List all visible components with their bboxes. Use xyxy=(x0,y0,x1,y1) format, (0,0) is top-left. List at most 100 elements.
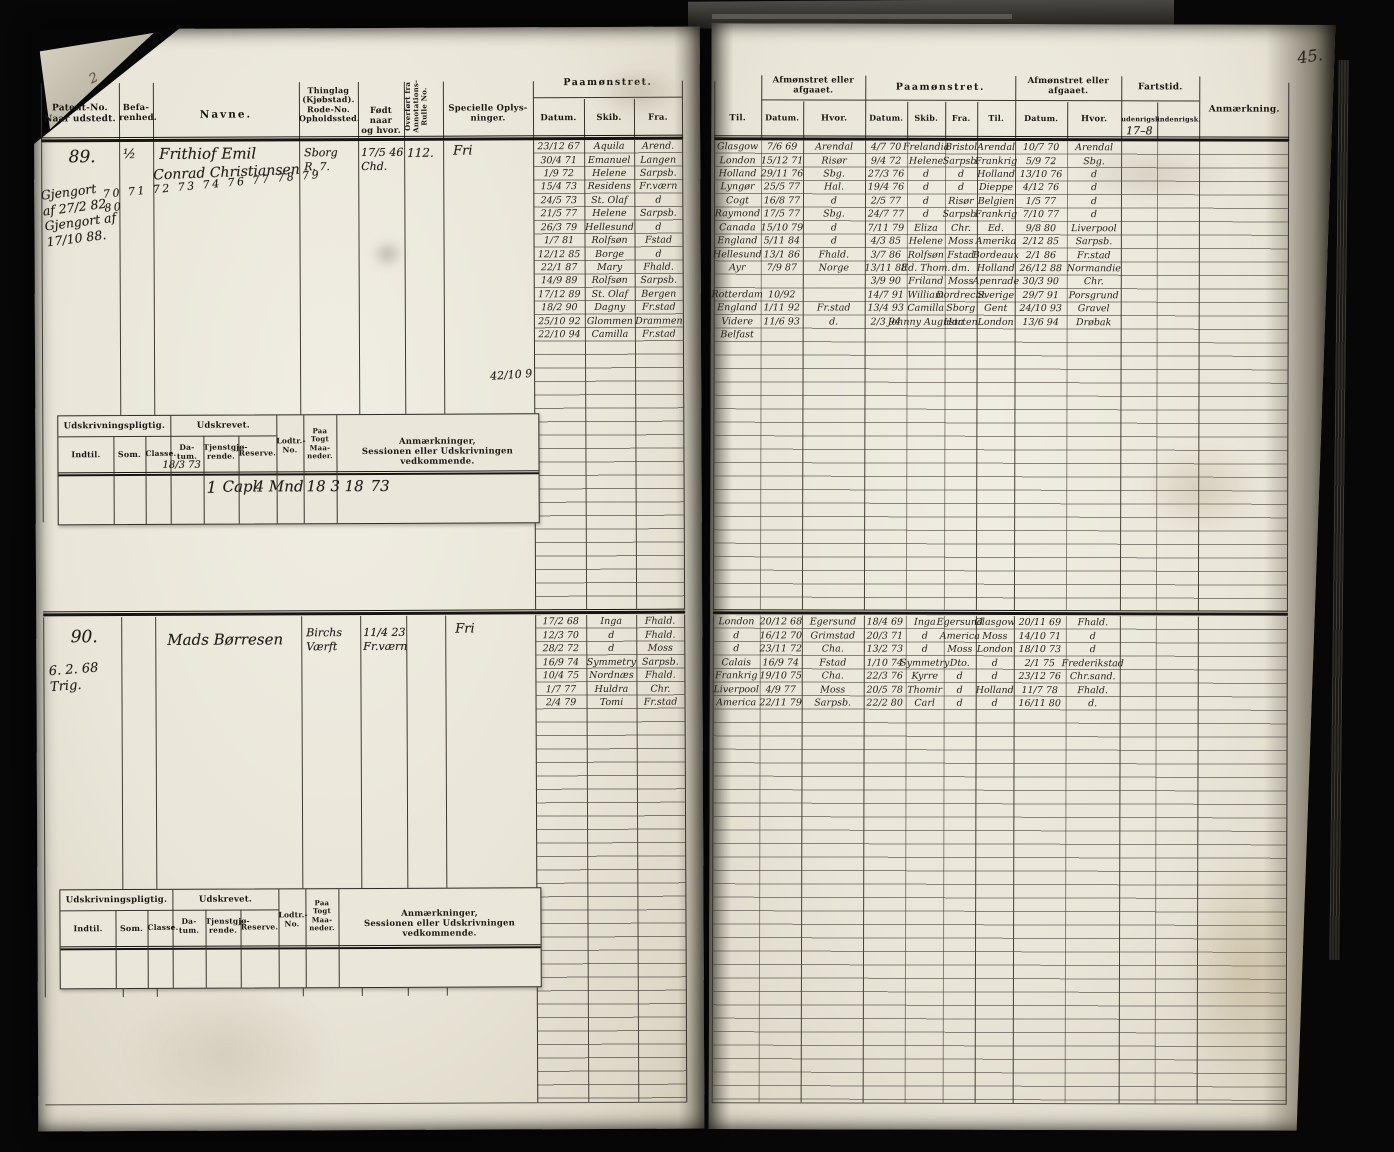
mustering-cell xyxy=(1156,643,1198,657)
mustering-cell xyxy=(1120,517,1156,531)
mustering-cell: 16/8 77 xyxy=(763,195,801,207)
mustering-cell xyxy=(536,831,587,845)
entry-stray-note: 42/10 9 xyxy=(489,366,533,383)
mustering-cell: Ayr xyxy=(729,262,746,274)
mustering-cell xyxy=(944,517,976,531)
mustering-cell xyxy=(637,723,685,737)
mustering-cell xyxy=(1199,209,1288,223)
mustering-cell: Rolfsøn xyxy=(591,275,628,287)
udskrivning-table: Udskrivningspligtig. Udskrevet. Indtil. … xyxy=(57,413,540,526)
mustering-row xyxy=(536,804,685,818)
mustering-row: 22/1 87 Mary Fhald. xyxy=(534,260,683,274)
mustering-row xyxy=(536,790,685,804)
mustering-cell xyxy=(864,463,906,477)
udskr-col-togt: Paa Togt Maa- neder. xyxy=(307,426,333,461)
mustering-cell: 10/92 xyxy=(768,289,796,301)
mustering-cell: Porsgrund xyxy=(1068,289,1119,302)
mustering-cell: Cogt xyxy=(726,195,749,207)
mustering-cell xyxy=(588,952,638,966)
mustering-cell xyxy=(1119,940,1155,954)
mustering-cell xyxy=(864,436,906,450)
mustering-cell xyxy=(760,409,802,423)
mustering-cell: Residens xyxy=(587,181,632,193)
mustering-cell: Sarpsb. xyxy=(942,155,980,167)
mustering-cell xyxy=(905,1048,943,1062)
mustering-cell xyxy=(863,1061,905,1075)
mustering-cell xyxy=(588,1033,638,1047)
mustering-cell xyxy=(1120,697,1156,711)
mustering-cell xyxy=(1067,369,1121,383)
mustering-row xyxy=(535,515,684,529)
mustering-cell xyxy=(534,462,585,476)
mustering-cell: 7/10 77 xyxy=(1022,209,1060,221)
mustering-cell: Holland xyxy=(975,684,1014,696)
stain xyxy=(593,66,684,118)
mustering-cell: d xyxy=(991,657,998,669)
mustering-cell xyxy=(712,1007,759,1021)
mustering-cell xyxy=(943,859,975,873)
mustering-cell xyxy=(863,967,905,981)
mustering-cell xyxy=(945,329,977,343)
mustering-row: 26/3 79 Hellesund d xyxy=(533,220,682,234)
mustering-cell xyxy=(1198,751,1287,765)
mustering-cell: Fhald. xyxy=(818,249,850,261)
mustering-cell xyxy=(637,871,685,885)
mustering-cell xyxy=(1013,1075,1065,1089)
mustering-cell: 17/5 77 xyxy=(763,208,801,220)
mustering-cell xyxy=(1065,927,1119,941)
mustering-cell xyxy=(1119,954,1155,968)
mustering-cell: Moss xyxy=(982,630,1008,642)
stain xyxy=(1179,854,1320,1094)
mustering-cell xyxy=(906,597,944,611)
mustering-cell: Sarpsb. xyxy=(1075,236,1113,248)
mustering-cell xyxy=(1155,778,1197,792)
mustering-cell xyxy=(1120,437,1156,451)
mustering-cell xyxy=(1119,1035,1155,1049)
mustering-cell xyxy=(864,570,906,584)
mustering-cell xyxy=(585,395,635,409)
mustering-row xyxy=(534,395,683,409)
mustering-cell xyxy=(1065,1008,1119,1022)
mustering-cell xyxy=(586,475,636,489)
col-header-hvor: Hvor. xyxy=(1081,114,1108,125)
mustering-cell xyxy=(1199,262,1288,276)
mustering-cell xyxy=(1120,383,1156,397)
mustering-cell xyxy=(801,1074,863,1088)
mustering-cell xyxy=(975,994,1013,1008)
mustering-cell xyxy=(1156,584,1198,598)
mustering-cell xyxy=(1066,597,1120,611)
mustering-cell xyxy=(864,543,906,557)
mustering-cell xyxy=(712,777,759,791)
mustering-cell xyxy=(760,710,802,724)
mustering-cell xyxy=(1013,1061,1065,1075)
mustering-cell xyxy=(1066,490,1120,504)
mustering-cell xyxy=(1066,410,1120,424)
mustering-cell xyxy=(1120,450,1156,464)
mustering-cell xyxy=(943,778,975,792)
mustering-cell: Dagny xyxy=(594,302,626,314)
mustering-cell xyxy=(975,805,1013,819)
mustering-cell xyxy=(1065,873,1119,887)
mustering-cell xyxy=(1013,913,1065,927)
mustering-cell xyxy=(1066,738,1120,752)
mustering-cell: Calais xyxy=(721,656,752,669)
mustering-cell xyxy=(712,1047,759,1061)
mustering-cell: Holland xyxy=(976,262,1015,274)
mustering-cell xyxy=(1120,738,1156,752)
mustering-cell xyxy=(1121,316,1157,330)
mustering-cell xyxy=(1013,994,1065,1008)
mustering-cell xyxy=(587,858,637,872)
col-header-befarenhed: Befa- renhed. xyxy=(118,102,157,124)
mustering-cell xyxy=(1120,396,1156,410)
mustering-cell xyxy=(976,490,1014,504)
mustering-cell xyxy=(1198,738,1287,752)
mustering-cell xyxy=(535,596,586,610)
mustering-cell xyxy=(588,1087,638,1101)
mustering-cell xyxy=(944,543,976,557)
col-header-fodt: Født naar og hvor. xyxy=(361,105,401,137)
mustering-cell xyxy=(801,899,863,913)
mustering-cell xyxy=(1065,981,1119,995)
mustering-cell xyxy=(802,395,864,409)
mustering-cell xyxy=(587,777,637,791)
mustering-cell xyxy=(761,355,803,369)
